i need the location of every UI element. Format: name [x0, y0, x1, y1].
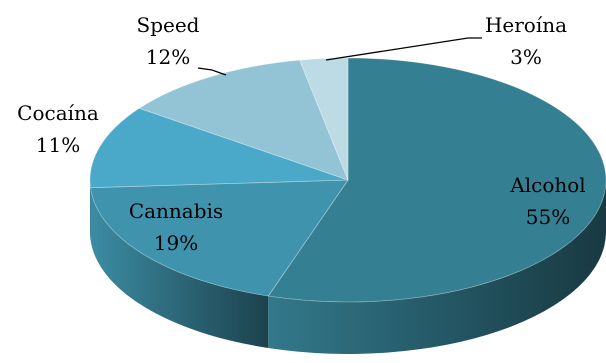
slice-value-cannabis: 19%	[154, 231, 198, 255]
slice-value-heroina: 3%	[510, 45, 542, 69]
pie-slice-heroina	[299, 57, 349, 181]
slice-value-speed: 12%	[146, 45, 190, 69]
leader-line-speed	[197, 67, 227, 76]
slice-label-alcohol: Alcohol	[509, 173, 585, 197]
pie-slice-speed	[138, 59, 349, 181]
slice-value-alcohol: 55%	[526, 205, 570, 229]
slice-label-speed: Speed	[137, 13, 200, 37]
pie-side-cannabis	[90, 187, 269, 349]
pie-side-cocaina	[90, 180, 91, 240]
slice-value-cocaina: 11%	[36, 133, 80, 157]
pie-slice-alcohol	[267, 57, 606, 303]
pie-slice-cannabis	[90, 179, 349, 297]
slice-label-cannabis: Cannabis	[129, 199, 223, 223]
leader-line-heroina	[325, 37, 482, 61]
slice-label-heroina: Heroína	[485, 13, 567, 37]
pie-side-alcohol	[268, 180, 606, 354]
pie-slice-cocaina	[89, 107, 349, 189]
slice-label-cocaina: Cocaína	[17, 101, 99, 125]
